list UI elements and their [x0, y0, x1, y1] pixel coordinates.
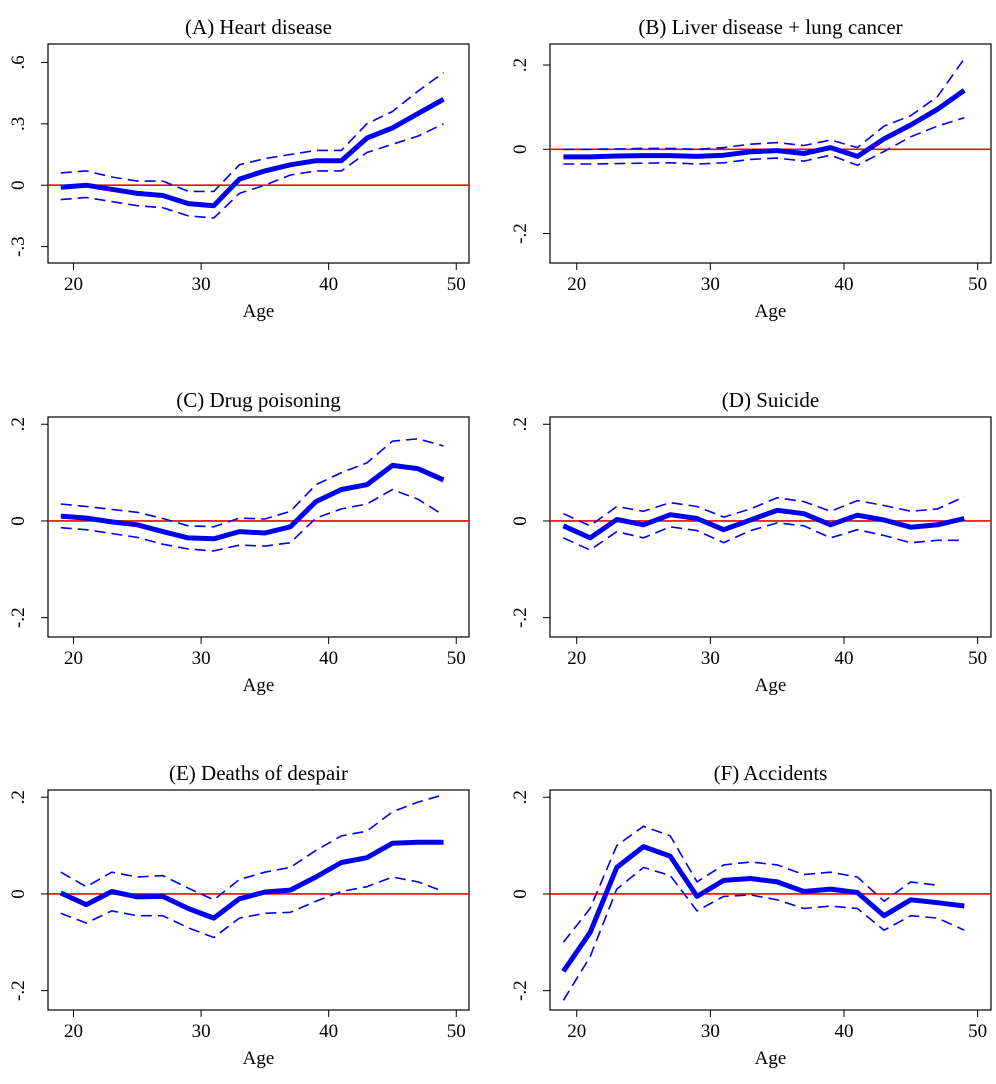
x-tick-label: 20 — [567, 274, 586, 295]
ci-upper-line — [563, 58, 965, 151]
y-tick-label: .2 — [8, 417, 29, 431]
panel-title: (F) Accidents — [714, 761, 828, 785]
x-tick-label: 40 — [835, 274, 854, 295]
estimate-line — [59, 839, 444, 921]
ci-lower-line — [60, 876, 444, 939]
y-tick-label: -.2 — [8, 980, 29, 1001]
ci-lower-line — [563, 522, 965, 551]
ci-upper-line — [60, 437, 444, 528]
y-tick-label: .2 — [8, 790, 29, 804]
x-tick-label: 50 — [968, 1021, 987, 1042]
x-tick-label: 30 — [192, 1021, 211, 1042]
x-tick-label: 30 — [192, 648, 211, 669]
plot-frame — [549, 416, 992, 638]
y-tick-label: -.2 — [510, 607, 531, 628]
y-tick-label: .2 — [510, 417, 531, 431]
panel-title: (D) Suicide — [722, 388, 819, 412]
y-tick-label: .3 — [8, 117, 29, 131]
x-axis-label: Age — [243, 1048, 275, 1069]
estimate-line — [60, 462, 445, 542]
panel-d: (D) Suicide 20 30 40 50 Age -.2 0 .2 — [510, 388, 992, 696]
ci-lower-line — [60, 123, 444, 219]
plot-frame — [47, 416, 470, 638]
x-axis-label: Age — [755, 301, 787, 322]
plot-frame — [549, 789, 992, 1011]
y-tick-label: .2 — [510, 58, 531, 72]
x-tick-label: 20 — [64, 1021, 83, 1042]
x-tick-label: 20 — [64, 648, 83, 669]
x-axis-label: Age — [755, 675, 787, 696]
x-tick-label: 20 — [567, 1021, 586, 1042]
x-tick-label: 50 — [968, 274, 987, 295]
estimate-line — [562, 507, 965, 541]
panel-title: (A) Heart disease — [185, 15, 332, 39]
panel-a: (A) Heart disease 20 30 40 50 Age -.3 0 .3 .6 — [8, 15, 470, 322]
y-tick-label: -.3 — [8, 236, 29, 257]
plot-frame — [549, 43, 992, 264]
x-tick-label: 20 — [64, 274, 83, 295]
x-tick-label: 40 — [835, 648, 854, 669]
x-tick-label: 40 — [835, 1021, 854, 1042]
x-tick-label: 50 — [447, 648, 466, 669]
panel-title: (E) Deaths of despair — [169, 761, 348, 785]
ci-lower-line — [563, 116, 965, 167]
x-tick-label: 50 — [968, 648, 987, 669]
x-tick-label: 20 — [567, 648, 586, 669]
y-tick-label: 0 — [510, 145, 531, 155]
x-axis-label: Age — [243, 301, 275, 322]
ci-upper-line — [563, 496, 965, 527]
panel-title: (B) Liver disease + lung cancer — [638, 15, 902, 39]
y-tick-label: 0 — [510, 889, 531, 899]
y-tick-label: -.2 — [510, 223, 531, 244]
estimate-line — [60, 97, 445, 209]
estimate-line — [563, 88, 966, 160]
y-tick-label: .2 — [510, 790, 531, 804]
y-tick-label: 0 — [8, 516, 29, 526]
x-tick-label: 30 — [192, 274, 211, 295]
y-tick-label: 0 — [8, 889, 29, 899]
y-tick-label: 0 — [8, 180, 29, 190]
estimate-line — [561, 844, 965, 973]
y-tick-label: -.2 — [8, 607, 29, 628]
ci-lower-line — [562, 866, 965, 1001]
x-tick-label: 30 — [701, 1021, 720, 1042]
ci-lower-line — [60, 488, 444, 552]
x-tick-label: 50 — [447, 1021, 466, 1042]
x-tick-label: 30 — [701, 274, 720, 295]
plot-frame — [47, 789, 470, 1011]
y-tick-label: 0 — [510, 516, 531, 526]
panel-title: (C) Drug poisoning — [176, 388, 341, 412]
panel-e: (E) Deaths of despair 20 30 40 50 Age -.2 0 .2 — [8, 761, 470, 1069]
x-tick-label: 40 — [319, 274, 338, 295]
x-tick-label: 50 — [447, 274, 466, 295]
x-tick-label: 40 — [319, 1021, 338, 1042]
panel-f: (F) Accidents 20 30 40 50 Age -.2 0 .2 — [510, 761, 992, 1069]
x-tick-label: 30 — [701, 648, 720, 669]
y-tick-label: .6 — [8, 55, 29, 69]
plot-frame — [47, 43, 470, 264]
y-tick-label: -.2 — [510, 980, 531, 1001]
ci-upper-line — [60, 72, 444, 193]
ci-upper-line — [60, 794, 444, 901]
panel-b: (B) Liver disease + lung cancer 20 30 40 50 A… — [510, 15, 992, 322]
panel-c: (C) Drug poisoning 20 30 40 50 Age -.2 0 .2 — [8, 388, 470, 696]
x-axis-label: Age — [243, 675, 275, 696]
x-axis-label: Age — [755, 1048, 787, 1069]
x-tick-label: 40 — [319, 648, 338, 669]
ci-upper-line — [562, 825, 938, 943]
